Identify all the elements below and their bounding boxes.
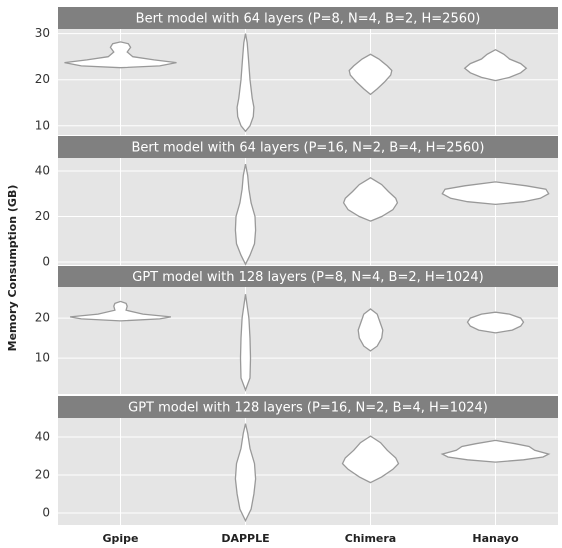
plot-background [58,158,558,265]
panel-title-bar [58,396,558,418]
x-tick-label: Gpipe [102,532,138,545]
violin [466,311,525,334]
plot-background [58,29,558,135]
y-tick-label: 0 [42,255,50,269]
y-tick-label: 10 [35,118,50,132]
y-tick-label: 20 [35,209,50,223]
violin [234,163,257,266]
x-tick-label: DAPPLE [221,532,269,545]
panel-title: GPT model with 128 layers (P=8, N=4, B=2… [132,270,483,285]
panel-title-bar [58,266,558,287]
y-tick-label: 20 [35,311,50,325]
y-tick-label: 30 [35,26,50,40]
plot-background [58,287,558,394]
violin [441,181,550,206]
x-tick-label: Hanayo [472,532,519,545]
panel-title: GPT model with 128 layers (P=16, N=2, B=… [128,401,488,416]
violin [234,423,257,523]
violin [236,33,255,133]
y-tick-label: 0 [42,506,50,520]
panel-title: Bert model with 64 layers (P=16, N=2, B=… [132,141,485,156]
violin [357,308,384,352]
violin [64,41,177,69]
violin [69,300,172,322]
y-tick-label: 20 [35,72,50,86]
plot-background [58,418,558,525]
y-tick-label: 20 [35,468,50,482]
violin [342,177,399,222]
y-tick-label: 10 [35,351,50,365]
y-tick-label: 40 [35,430,50,444]
violin [239,294,252,392]
panel-title-bar [58,136,558,158]
x-tick-label: Chimera [345,532,396,545]
violin [348,53,393,96]
panel-title-bar [58,7,558,29]
y-tick-label: 40 [35,163,50,177]
violin [463,48,528,82]
panel-title: Bert model with 64 layers (P=8, N=4, B=2… [136,12,481,27]
y-axis-label: Memory Consumption (GB) [6,185,19,352]
violin [341,435,400,484]
violin [440,439,551,463]
